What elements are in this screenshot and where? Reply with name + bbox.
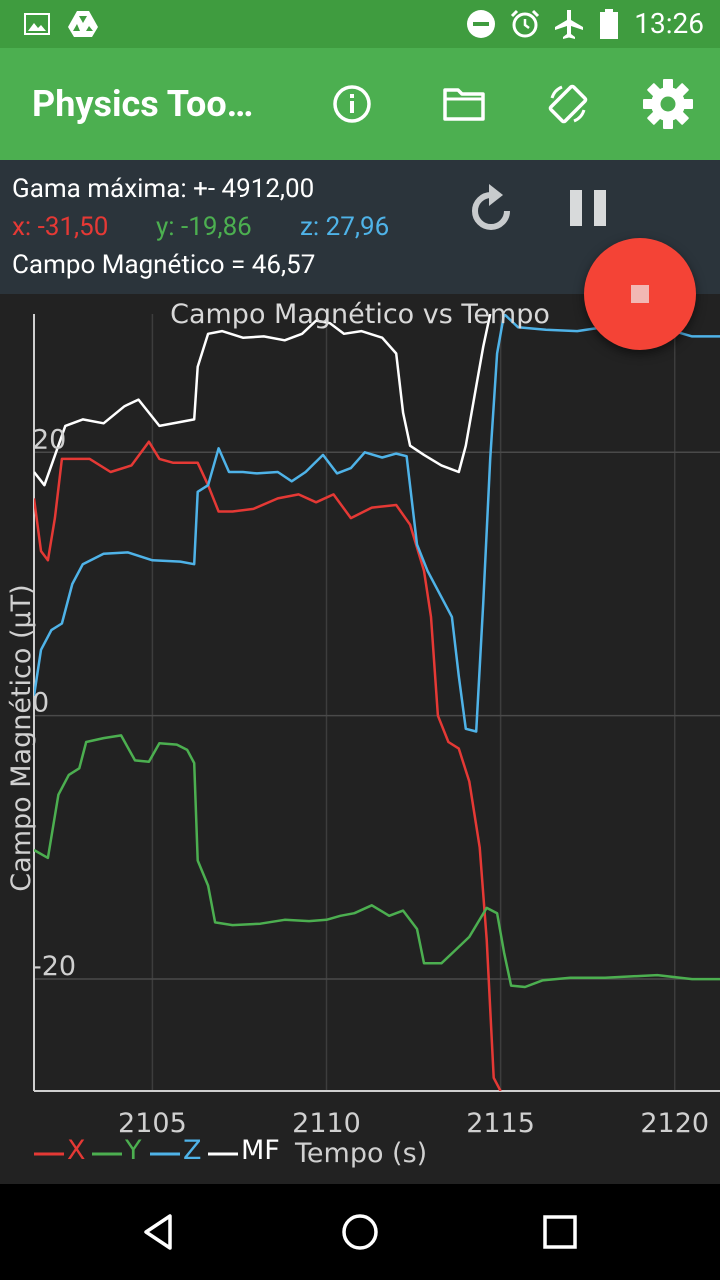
back-button[interactable] (112, 1184, 208, 1280)
clock: 13:26 (634, 7, 704, 40)
recents-icon (543, 1215, 577, 1249)
y-tick-label: -20 (32, 951, 76, 982)
refresh-icon (472, 184, 510, 230)
pause-button[interactable] (558, 178, 618, 238)
airplane-icon (552, 0, 586, 48)
folder-icon (443, 88, 485, 121)
series-mf-line (34, 314, 492, 487)
rotate-screen-button[interactable] (540, 76, 596, 132)
back-icon (144, 1214, 172, 1250)
rotate-screen-icon (548, 84, 588, 124)
settings-button[interactable] (640, 76, 696, 132)
x-tick-label: 2115 (466, 1108, 535, 1139)
stop-recording-button[interactable] (584, 238, 696, 350)
magnetic-field-chart: Campo Magnético vs Tempo 20 0 -20 2105 2110 21… (6, 299, 720, 1169)
image-icon (22, 0, 52, 48)
reset-button[interactable] (462, 178, 522, 238)
y-value: y: -19,86 (156, 212, 252, 242)
alarm-icon (508, 0, 542, 48)
legend-label: X (67, 1135, 86, 1166)
series-x-line (34, 440, 502, 1091)
chart-title: Campo Magnético vs Tempo (170, 299, 550, 330)
battery-icon (596, 0, 622, 48)
series-z-line (34, 314, 720, 733)
home-button[interactable] (312, 1184, 408, 1280)
settings-icon (643, 79, 693, 129)
status-bar: 13:26 (0, 0, 720, 48)
x-tick-label: 2110 (292, 1108, 361, 1139)
info-button[interactable] (324, 76, 380, 132)
recents-button[interactable] (512, 1184, 608, 1280)
y-axis-label: Campo Magnético (µT) (6, 584, 37, 891)
legend-label: Y (124, 1135, 142, 1166)
y-tick-label: 20 (32, 424, 66, 455)
magnetic-field-value: Campo Magnético = 46,57 (12, 250, 316, 280)
app-bar: Physics Too… (0, 48, 720, 160)
open-folder-button[interactable] (436, 76, 492, 132)
home-icon (342, 1214, 378, 1250)
legend-label: Z (183, 1135, 202, 1166)
x-value: x: -31,50 (12, 212, 109, 242)
chart-area: Campo Magnético vs Tempo 20 0 -20 2105 2110 21… (0, 294, 720, 1184)
z-value: z: 27,96 (300, 212, 390, 242)
stop-icon (631, 285, 649, 303)
legend-label: MF (241, 1135, 280, 1166)
drive-icon (66, 0, 100, 48)
x-tick-label: 2120 (640, 1108, 709, 1139)
max-range-label: Gama máxima: +- 4912,00 (12, 174, 315, 204)
series-y-line (34, 734, 720, 989)
do-not-disturb-icon (464, 0, 498, 48)
pause-icon (570, 190, 606, 226)
navigation-bar (0, 1184, 720, 1280)
x-tick-label: 2105 (118, 1108, 187, 1139)
y-tick-label: 0 (32, 688, 49, 719)
app-title: Physics Too… (32, 83, 254, 125)
info-icon (333, 85, 371, 123)
x-axis-label: Tempo (s) (294, 1138, 427, 1169)
